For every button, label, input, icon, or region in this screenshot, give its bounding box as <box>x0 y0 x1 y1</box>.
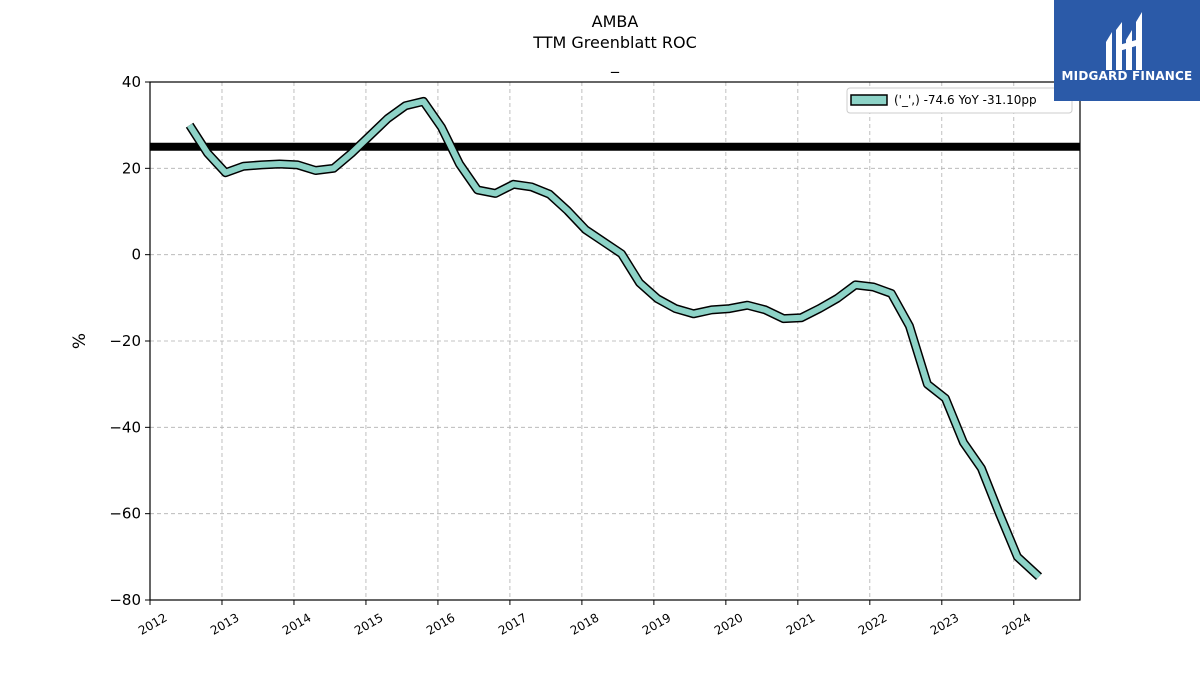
y-tick-label: −80 <box>109 591 141 609</box>
y-tick-label: 20 <box>122 159 141 177</box>
y-tick-label: 0 <box>131 246 141 264</box>
brand-logo: MIDGARD FINANCE <box>1054 0 1200 101</box>
chart-title: AMBA <box>592 12 639 31</box>
brand-name: MIDGARD FINANCE <box>1054 69 1200 83</box>
legend-label: ('_',) -74.6 YoY -31.10pp <box>894 93 1037 107</box>
chart-subtitle: TTM Greenblatt ROC <box>532 33 697 52</box>
y-axis-label: % <box>70 333 90 349</box>
midgard-logo-icon <box>1054 0 1200 101</box>
chart-subtitle-2: _ <box>610 54 620 74</box>
legend-swatch <box>851 95 887 105</box>
y-tick-label: −60 <box>109 505 141 523</box>
y-tick-label: −40 <box>109 418 141 436</box>
y-tick-label: −20 <box>109 332 141 350</box>
y-tick-label: 40 <box>122 73 141 91</box>
legend: ('_',) -74.6 YoY -31.10pp <box>847 88 1072 113</box>
